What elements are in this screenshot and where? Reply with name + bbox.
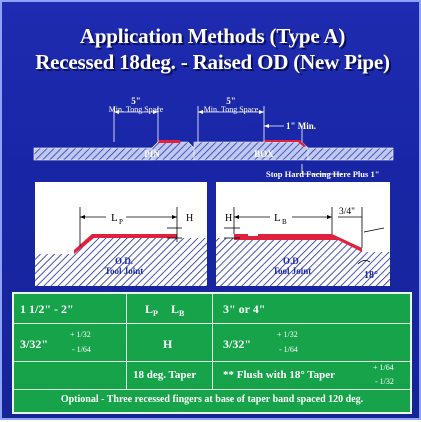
detail-right: H L B 3/4" O.D. Tool Joint 18° bbox=[216, 182, 390, 286]
h-left-plus: + 1/32 bbox=[70, 330, 91, 339]
flush-minus: - 1/32 bbox=[375, 377, 394, 386]
h-left-minus: - 1/64 bbox=[72, 345, 91, 354]
min-label: 1" Min. bbox=[286, 121, 316, 131]
detail-right-angle: 18° bbox=[364, 270, 378, 281]
optional-note: Optional - Three recessed fingers at bas… bbox=[60, 394, 364, 405]
table-cell: ** Flush with 18° Taper + 1/64 - 1/32 bbox=[213, 362, 410, 390]
table-cell: L P L B bbox=[127, 294, 213, 324]
box-hardfacing-band bbox=[264, 140, 306, 147]
detail-left-lp: L bbox=[111, 212, 118, 224]
lb-sub: B bbox=[179, 309, 185, 318]
box-pipe-body bbox=[307, 147, 394, 161]
detail-left-h: H bbox=[186, 213, 193, 224]
detail-left-od: O.D. bbox=[115, 256, 133, 266]
detail-left-tool-joint-label: Tool Joint bbox=[105, 266, 143, 276]
title-line-2: Recessed 18deg. - Raised OD (New Pipe) bbox=[35, 50, 390, 74]
detail-right-h: H bbox=[225, 213, 232, 224]
dim-left-value: 5" bbox=[131, 96, 141, 106]
detail-right-tool-joint bbox=[216, 238, 390, 286]
box-tool-joint bbox=[193, 141, 309, 161]
title-line-1: Application Methods (Type A) bbox=[79, 24, 346, 48]
taper-label: 18 deg. Taper bbox=[133, 369, 197, 381]
table-cell: Optional - Three recessed fingers at bas… bbox=[14, 390, 410, 412]
pin-label: PIN bbox=[144, 149, 160, 159]
dim-right-label: Min. Tong Space bbox=[204, 105, 259, 114]
pin-hardfacing-band bbox=[158, 140, 180, 143]
detail-left-tool-joint bbox=[35, 238, 207, 286]
table-cell: 18 deg. Taper bbox=[127, 362, 213, 390]
detail-right-lb: L bbox=[274, 212, 281, 224]
length-value: 3" or 4" bbox=[223, 302, 266, 316]
detail-right-tool-joint-label: Tool Joint bbox=[273, 266, 311, 276]
detail-right-hardfacing bbox=[234, 234, 362, 252]
h-label: H bbox=[163, 337, 173, 351]
detail-left: L P H O.D. Tool Joint bbox=[35, 182, 207, 286]
dim-right-value: 5" bbox=[226, 96, 236, 106]
detail-right-three-quarter: 3/4" bbox=[339, 207, 355, 217]
lp-sub: P bbox=[153, 309, 158, 318]
table-cell bbox=[14, 362, 127, 390]
detail-left-hardfacing bbox=[74, 234, 177, 254]
size-range: 1 1/2" - 2" bbox=[20, 302, 74, 316]
detail-right-lb-sub: B bbox=[282, 218, 287, 226]
flush-label: ** Flush with 18° Taper bbox=[223, 369, 335, 381]
h-right-minus: - 1/64 bbox=[279, 345, 298, 354]
detail-right-od: O.D. bbox=[283, 256, 301, 266]
lb-letter: L bbox=[171, 302, 180, 316]
table-cell: 1 1/2" - 2" bbox=[14, 294, 127, 324]
pin-pipe-body bbox=[33, 147, 153, 161]
table-cell: 3/32" + 1/32 - 1/64 bbox=[14, 324, 127, 362]
stop-label: Stop Hard Facing Here Plus 1" bbox=[266, 169, 379, 179]
h-right-plus: + 1/32 bbox=[277, 330, 298, 339]
table-cell: 3/32" + 1/32 - 1/64 bbox=[213, 324, 410, 362]
detail-left-lp-sub: P bbox=[119, 218, 123, 226]
dim-left-label: Min. Tong Space bbox=[109, 105, 164, 114]
h-left-value: 3/32" bbox=[20, 337, 48, 351]
lp-letter: L bbox=[145, 302, 154, 316]
table-cell: 3" or 4" bbox=[213, 294, 410, 324]
spec-table: 1 1/2" - 2" L P L B 3" or 4" 3/32" + 1/3… bbox=[12, 292, 412, 414]
box-label: BOX bbox=[254, 149, 274, 159]
table-cell: H bbox=[127, 324, 213, 362]
flush-plus: + 1/64 bbox=[373, 363, 394, 372]
pipe-diagram: 5" Min. Tong Space 5" Min. Tong Space 1"… bbox=[33, 96, 394, 179]
h-right-value: 3/32" bbox=[223, 337, 251, 351]
